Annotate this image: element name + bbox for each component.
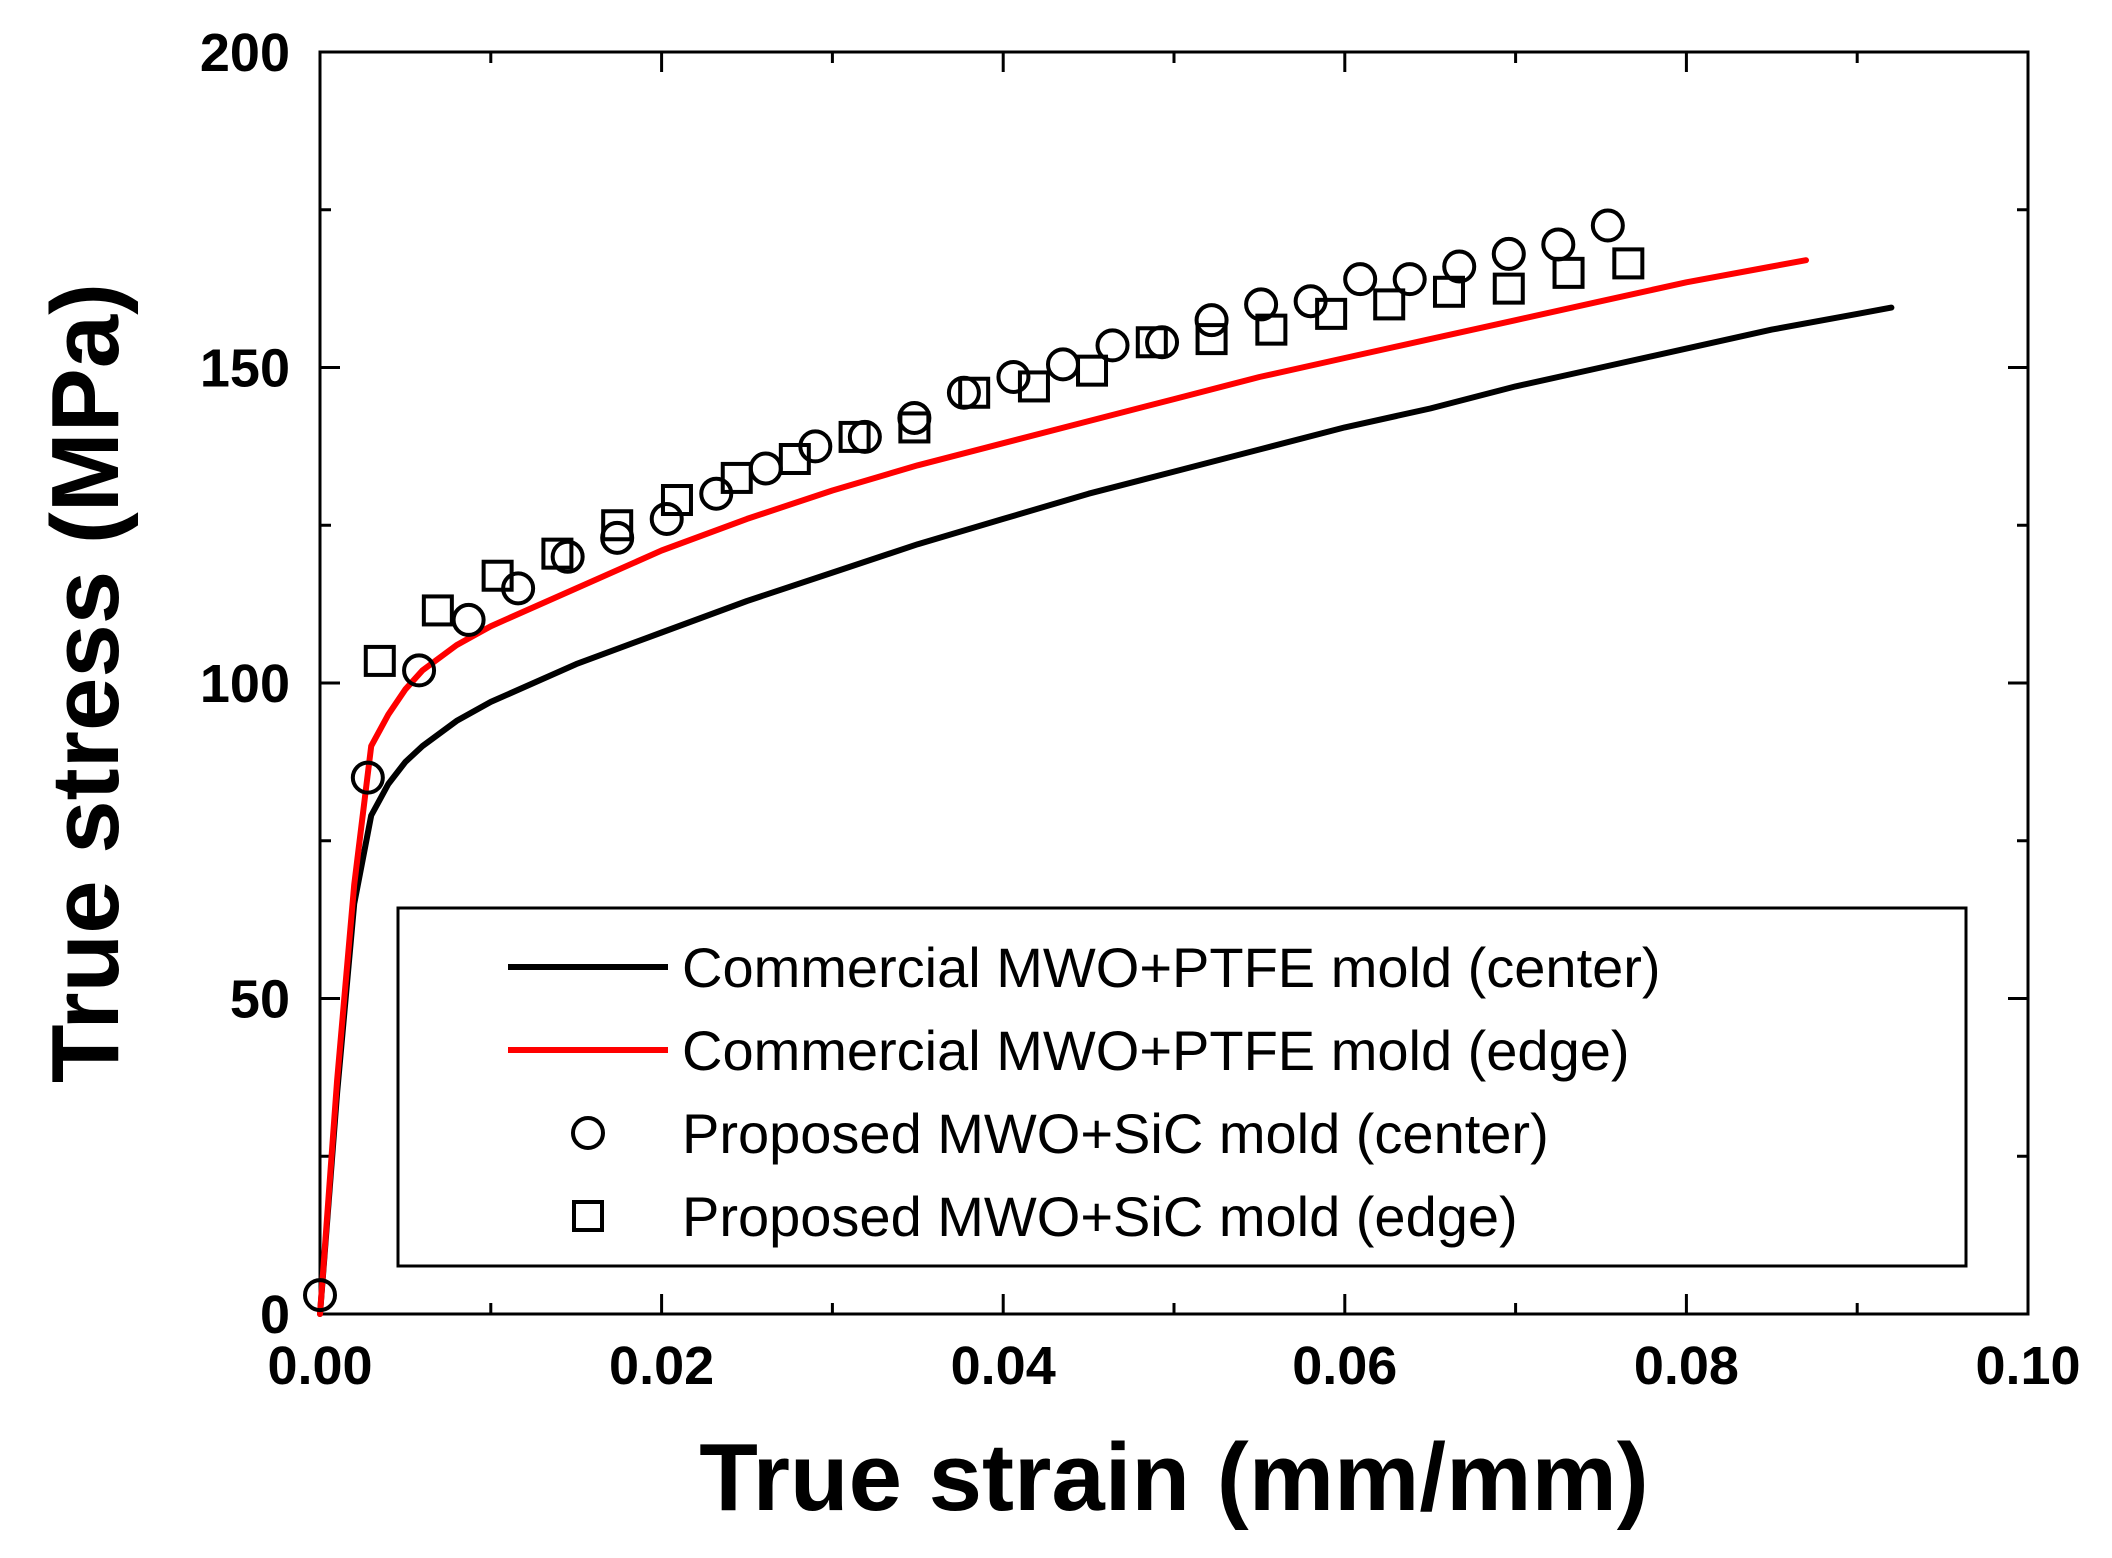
y-tick-label: 150 — [200, 339, 290, 399]
circle-marker — [1045, 347, 1080, 382]
square-marker — [958, 376, 991, 409]
circle-marker — [946, 375, 981, 410]
legend-marker-square — [572, 1200, 604, 1232]
circle-marker — [303, 1278, 337, 1313]
square-marker — [1017, 370, 1050, 403]
circle-marker — [847, 419, 882, 454]
axis-tick-labels: 0.00 0.02 0.04 0.06 0.08 0.10 0 50 100 150 200 — [200, 23, 2081, 1396]
series-line-1 — [317, 304, 1895, 1317]
square-marker — [898, 411, 931, 444]
x-tick-label: 0.04 — [951, 1336, 1056, 1396]
circle-marker — [402, 653, 437, 688]
x-tick-label: 0.06 — [1292, 1336, 1397, 1396]
square-marker — [1195, 323, 1228, 356]
circle-marker — [451, 602, 486, 637]
circle-marker — [897, 400, 932, 435]
square-marker — [481, 559, 514, 592]
x-tick-label: 0.00 — [267, 1336, 372, 1396]
x-tick-label: 0.08 — [1634, 1336, 1739, 1396]
legend: Commercial MWO+PTFE mold (center) Commer… — [396, 906, 1968, 1268]
square-marker — [660, 484, 693, 517]
square-marker — [1552, 256, 1585, 289]
square-marker — [720, 461, 753, 494]
legend-label-series-3: Proposed MWO+SiC mold (center) — [682, 1102, 1549, 1165]
legend-label-series-2: Commercial MWO+PTFE mold (edge) — [682, 1019, 1630, 1082]
square-marker — [1492, 272, 1525, 305]
legend-label-series-1: Commercial MWO+PTFE mold (center) — [682, 936, 1661, 999]
data-series — [303, 208, 1895, 1317]
circle-marker — [748, 451, 783, 486]
circle-marker — [996, 359, 1031, 394]
circle-marker — [1442, 249, 1477, 284]
legend-marker-circle — [571, 1116, 605, 1150]
circle-marker — [1590, 208, 1625, 243]
x-tick-label: 0.02 — [609, 1336, 714, 1396]
square-marker — [1135, 326, 1168, 359]
square-marker — [1612, 247, 1645, 280]
square-marker — [1076, 354, 1109, 387]
circle-marker — [1095, 328, 1130, 363]
square-marker — [363, 644, 396, 677]
y-tick-label: 200 — [200, 23, 290, 83]
circle-marker — [1343, 262, 1378, 297]
axis-ticks — [318, 50, 2030, 1316]
legend-label-series-4: Proposed MWO+SiC mold (edge) — [682, 1185, 1518, 1248]
series-line-2 — [317, 257, 1809, 1317]
circle-marker — [1541, 227, 1576, 262]
square-marker — [421, 594, 454, 627]
y-axis-title: True stress (MPa) — [32, 283, 139, 1083]
circle-marker — [1392, 262, 1427, 297]
y-tick-label: 0 — [260, 1285, 290, 1345]
square-marker — [1373, 288, 1406, 321]
x-axis-title: True strain (mm/mm) — [699, 1424, 1649, 1531]
circle-marker — [1194, 303, 1229, 338]
x-tick-label: 0.10 — [1975, 1336, 2080, 1396]
circle-marker — [1244, 287, 1279, 322]
circle-marker — [1145, 325, 1180, 360]
square-marker — [778, 442, 811, 475]
square-marker — [1315, 297, 1348, 330]
y-tick-label: 100 — [200, 654, 290, 714]
circle-marker — [550, 539, 585, 574]
square-marker — [601, 509, 634, 542]
square-marker — [1255, 313, 1288, 346]
square-marker — [541, 537, 574, 570]
circle-marker — [1491, 236, 1526, 271]
circle-marker — [649, 501, 684, 536]
square-marker — [1432, 275, 1465, 308]
circle-marker — [350, 760, 385, 795]
square-marker — [838, 420, 871, 453]
y-tick-label: 50 — [230, 970, 290, 1030]
